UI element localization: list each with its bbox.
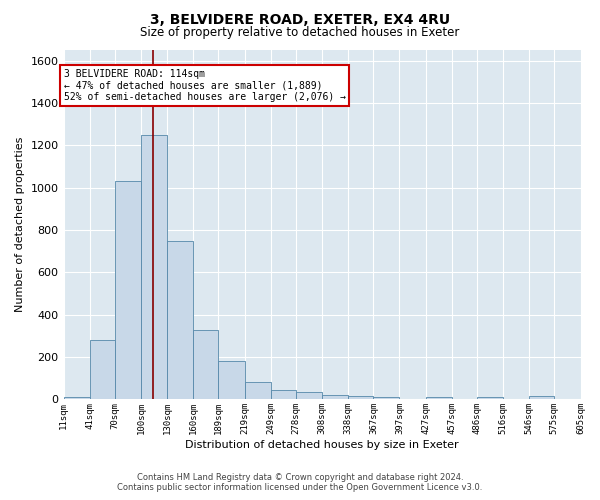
Bar <box>322 395 348 400</box>
Bar <box>218 362 245 400</box>
Text: Size of property relative to detached houses in Exeter: Size of property relative to detached ho… <box>140 26 460 39</box>
Bar <box>271 390 296 400</box>
Bar <box>245 382 271 400</box>
Bar <box>477 398 503 400</box>
Bar <box>425 398 452 400</box>
X-axis label: Distribution of detached houses by size in Exeter: Distribution of detached houses by size … <box>185 440 459 450</box>
Bar <box>193 330 218 400</box>
Bar <box>296 392 322 400</box>
Bar <box>141 134 167 400</box>
Bar <box>373 398 400 400</box>
Bar <box>529 396 554 400</box>
Bar <box>348 396 373 400</box>
Bar <box>89 340 115 400</box>
Text: 3, BELVIDERE ROAD, EXETER, EX4 4RU: 3, BELVIDERE ROAD, EXETER, EX4 4RU <box>150 12 450 26</box>
Text: 3 BELVIDERE ROAD: 114sqm
← 47% of detached houses are smaller (1,889)
52% of sem: 3 BELVIDERE ROAD: 114sqm ← 47% of detach… <box>64 69 346 102</box>
Bar <box>64 398 89 400</box>
Text: Contains HM Land Registry data © Crown copyright and database right 2024.
Contai: Contains HM Land Registry data © Crown c… <box>118 473 482 492</box>
Bar <box>115 182 141 400</box>
Y-axis label: Number of detached properties: Number of detached properties <box>15 137 25 312</box>
Bar <box>167 240 193 400</box>
